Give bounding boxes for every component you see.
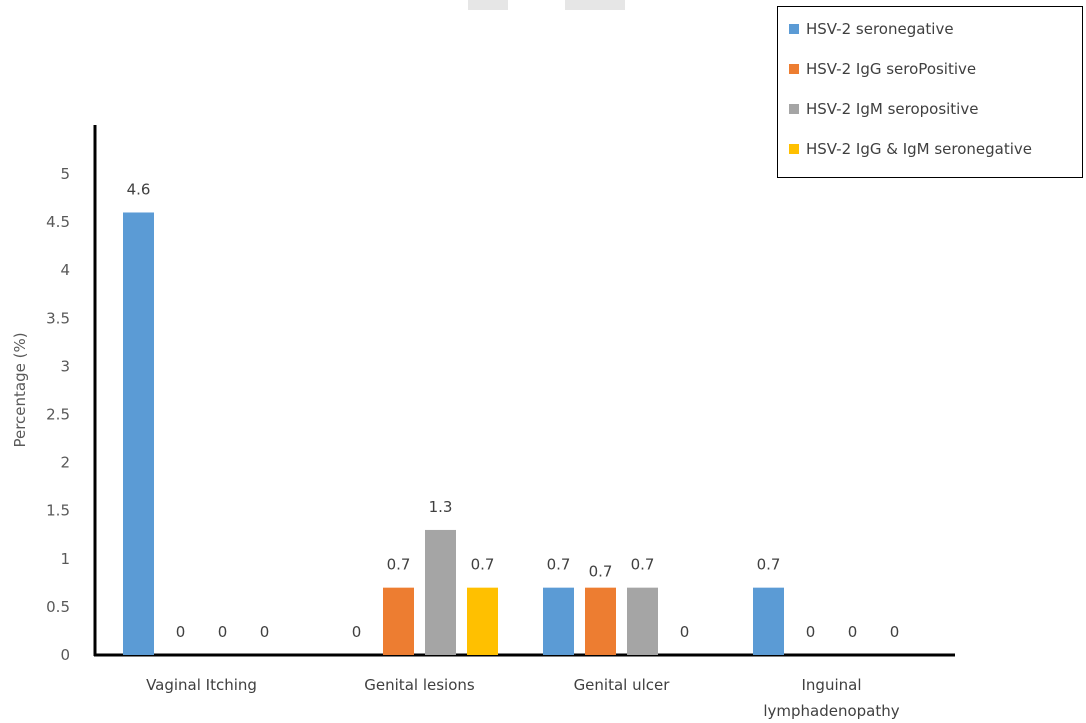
bar xyxy=(123,212,154,656)
data-label: 0 xyxy=(260,623,270,641)
x-category-label: lymphadenopathy xyxy=(763,702,899,720)
top-edge-decoration xyxy=(565,0,625,10)
bar xyxy=(383,587,414,655)
bar xyxy=(467,587,498,655)
y-tick-label: 1 xyxy=(60,550,70,568)
data-label: 0 xyxy=(848,623,858,641)
data-label: 1.3 xyxy=(429,498,453,516)
data-label: 0 xyxy=(352,623,362,641)
x-category-label: Genital lesions xyxy=(364,676,475,694)
y-tick-label: 0.5 xyxy=(46,598,70,616)
bar xyxy=(585,587,616,655)
legend-swatch xyxy=(789,144,799,154)
bar xyxy=(627,587,658,655)
legend-swatch xyxy=(789,64,799,74)
chart-legend: HSV-2 seronegative HSV-2 IgG seroPositive… xyxy=(777,6,1083,178)
legend-label: HSV-2 seronegative xyxy=(806,20,954,38)
y-tick-label: 1.5 xyxy=(46,502,70,520)
data-label: 0.7 xyxy=(387,556,411,574)
y-tick-label: 2.5 xyxy=(46,406,70,424)
y-tick-label: 4.5 xyxy=(46,213,70,231)
bar xyxy=(543,587,574,655)
x-category-label: Vaginal Itching xyxy=(146,676,257,694)
data-label: 0 xyxy=(218,623,228,641)
y-tick-label: 3 xyxy=(60,357,70,375)
x-category-label: Inguinal xyxy=(802,676,862,694)
data-label: 4.6 xyxy=(127,180,151,198)
y-tick-label: 5 xyxy=(60,165,70,183)
data-label: 0 xyxy=(680,623,690,641)
data-label: 0 xyxy=(806,623,816,641)
data-label: 0.7 xyxy=(547,556,571,574)
top-edge-decoration xyxy=(468,0,508,10)
legend-label: HSV-2 IgM seropositive xyxy=(806,100,979,118)
legend-label: HSV-2 IgG & IgM seronegative xyxy=(806,140,1033,158)
legend-item: HSV-2 IgG seroPositive xyxy=(789,59,976,79)
legend-item: HSV-2 IgM seropositive xyxy=(789,99,978,119)
bar xyxy=(425,529,456,655)
y-tick-label: 3.5 xyxy=(46,309,70,327)
data-label: 0.7 xyxy=(471,556,495,574)
y-tick-label: 4 xyxy=(60,261,70,279)
x-category-label: Genital ulcer xyxy=(574,676,671,694)
legend-label: HSV-2 IgG seroPositive xyxy=(806,60,977,78)
data-label: 0 xyxy=(176,623,186,641)
y-tick-label: 0 xyxy=(60,646,70,664)
legend-swatch xyxy=(789,24,799,34)
bar xyxy=(753,587,784,655)
y-axis-title: Percentage (%) xyxy=(11,332,29,447)
data-label: 0 xyxy=(890,623,900,641)
y-tick-label: 2 xyxy=(60,454,70,472)
data-label: 0.7 xyxy=(757,556,781,574)
legend-item: HSV-2 IgG & IgM seronegative xyxy=(789,139,1032,159)
legend-item: HSV-2 seronegative xyxy=(789,19,954,39)
data-label: 0.7 xyxy=(589,563,613,581)
legend-swatch xyxy=(789,104,799,114)
data-label: 0.7 xyxy=(631,556,655,574)
